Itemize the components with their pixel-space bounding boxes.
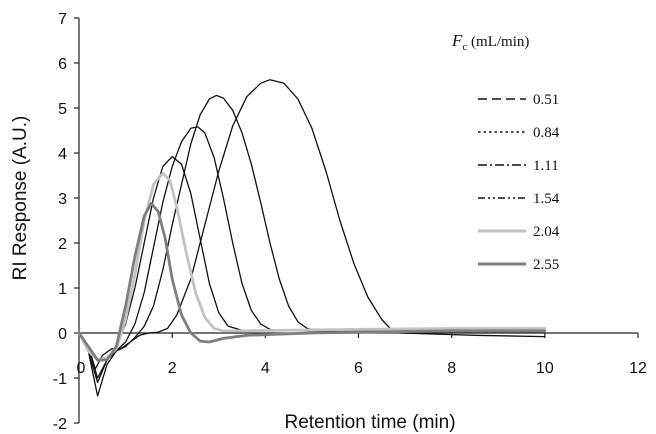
legend-title-subscript: c [462,41,467,53]
y-tick-label: 5 [58,101,67,118]
legend-entries: 0.51 0.84 1.11 1.54 2.04 2.55 [478,92,560,273]
legend-label-1.11: 1.11 [533,158,559,174]
legend-label-0.84: 0.84 [533,125,560,141]
legend: Fc (mL/min) 0.51 0.84 1.11 1.54 2.04 2.55 [451,31,560,273]
series-line-1.11 [78,126,546,397]
x-tick-label: 4 [261,360,270,377]
x-tick-label: 6 [354,360,363,377]
x-tick-label: 12 [629,360,647,377]
y-tick-label: -1 [53,371,67,388]
legend-label-2.04: 2.04 [533,224,560,240]
plot-lines [77,79,547,397]
x-axis-title: Retention time (min) [284,412,455,433]
y-tick-label: 4 [58,146,67,163]
legend-label-2.55: 2.55 [533,257,559,273]
y-tick-label: 6 [58,56,67,73]
y-tick-label: 7 [58,11,67,28]
legend-title: Fc (mL/min) [451,31,529,53]
legend-label-0.51: 0.51 [533,92,559,108]
series-line-2.55 [77,201,547,362]
y-axis-title: RI Response (A.U.) [10,116,31,281]
x-tick-label: 2 [168,360,177,377]
series-line-0.84 [78,94,546,384]
y-tick-label: 2 [58,236,67,253]
y-tick-label: -2 [53,416,67,433]
y-tick-label: 3 [58,191,67,208]
y-tick-label: 0 [58,326,67,343]
legend-label-1.54: 1.54 [533,191,560,207]
x-tick-label: 8 [447,360,456,377]
y-tick-label: 1 [58,281,67,298]
x-tick-label: 10 [536,360,554,377]
x-tick-label: 0 [77,360,86,377]
series-line-0.51 [78,79,546,370]
legend-title-units: (mL/min) [467,34,529,50]
legend-title-symbol: F [451,31,463,50]
